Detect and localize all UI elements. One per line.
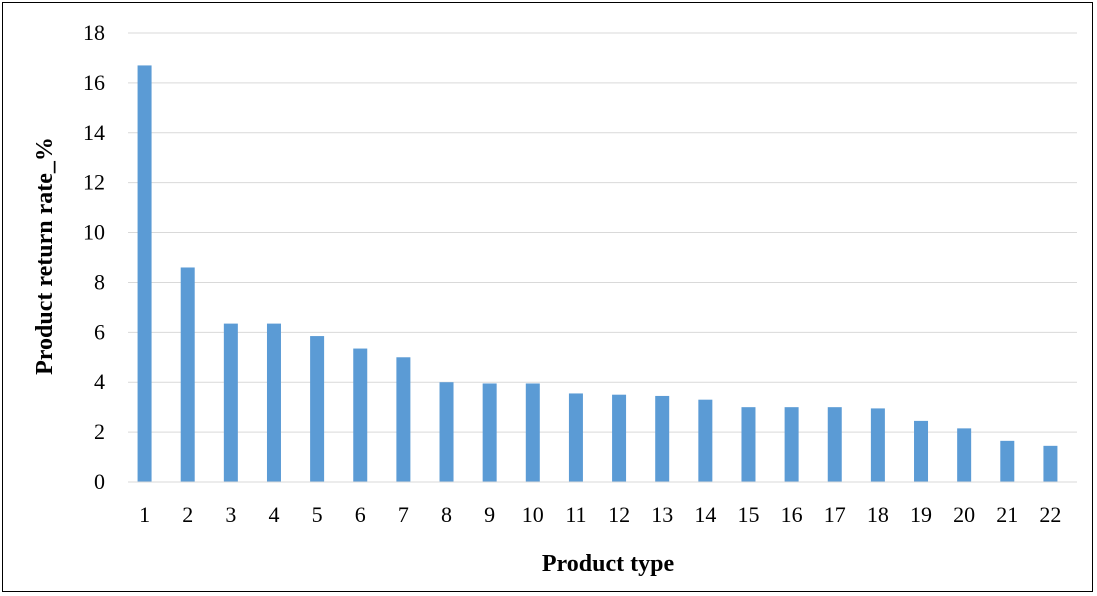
bar — [266, 323, 281, 482]
bar — [914, 420, 929, 482]
x-tick-label: 2 — [182, 502, 193, 527]
bar — [482, 383, 497, 482]
x-tick-label: 22 — [1039, 502, 1061, 527]
y-tick-label: 16 — [83, 70, 105, 95]
x-tick-label: 11 — [565, 502, 586, 527]
x-tick-label: 10 — [522, 502, 544, 527]
bar — [612, 394, 627, 482]
x-tick-label: 17 — [824, 502, 846, 527]
bar — [525, 383, 540, 482]
bar — [353, 348, 368, 482]
bar — [396, 357, 411, 482]
x-tick-label: 18 — [867, 502, 889, 527]
y-tick-labels: 0 2 4 6 8 10 12 14 16 18 — [83, 20, 105, 494]
x-tick-label: 13 — [651, 502, 673, 527]
y-tick-label: 4 — [94, 369, 105, 394]
y-tick-label: 6 — [94, 319, 105, 344]
bars — [137, 65, 1058, 482]
bar — [1000, 440, 1015, 482]
x-tick-label: 4 — [268, 502, 279, 527]
bar — [870, 408, 885, 482]
bar — [741, 407, 756, 482]
x-tick-labels: 1 2 3 4 5 6 7 8 9 10 11 12 13 14 15 16 17 18 19 20 21 22 — [139, 502, 1061, 527]
x-tick-label: 7 — [398, 502, 409, 527]
bar — [957, 428, 972, 482]
y-axis-title: Product return rate_% — [32, 137, 58, 375]
x-tick-label: 21 — [996, 502, 1018, 527]
y-tick-label: 0 — [94, 469, 105, 494]
x-tick-label: 19 — [910, 502, 932, 527]
y-tick-label: 14 — [83, 120, 105, 145]
y-tick-label: 18 — [83, 20, 105, 45]
y-tick-label: 8 — [94, 269, 105, 294]
x-tick-label: 6 — [355, 502, 366, 527]
y-tick-label: 12 — [83, 170, 105, 195]
x-tick-label: 1 — [139, 502, 150, 527]
x-tick-label: 3 — [225, 502, 236, 527]
bar — [223, 323, 238, 482]
bar — [137, 65, 152, 482]
x-tick-label: 15 — [737, 502, 759, 527]
bar — [784, 407, 799, 482]
x-tick-label: 8 — [441, 502, 452, 527]
y-tick-label: 2 — [94, 419, 105, 444]
bar — [439, 382, 454, 482]
bar — [568, 393, 583, 482]
x-tick-label: 9 — [484, 502, 495, 527]
x-axis-title: Product type — [542, 551, 675, 577]
x-tick-label: 20 — [953, 502, 975, 527]
x-tick-label: 16 — [781, 502, 803, 527]
y-tick-label: 10 — [83, 220, 105, 245]
bar — [827, 407, 842, 482]
bar — [655, 395, 670, 482]
bar — [310, 336, 325, 482]
bar — [698, 399, 713, 482]
x-tick-label: 14 — [694, 502, 716, 527]
bar — [180, 267, 195, 482]
x-tick-label: 12 — [608, 502, 630, 527]
bar — [1043, 445, 1058, 482]
x-tick-label: 5 — [312, 502, 323, 527]
